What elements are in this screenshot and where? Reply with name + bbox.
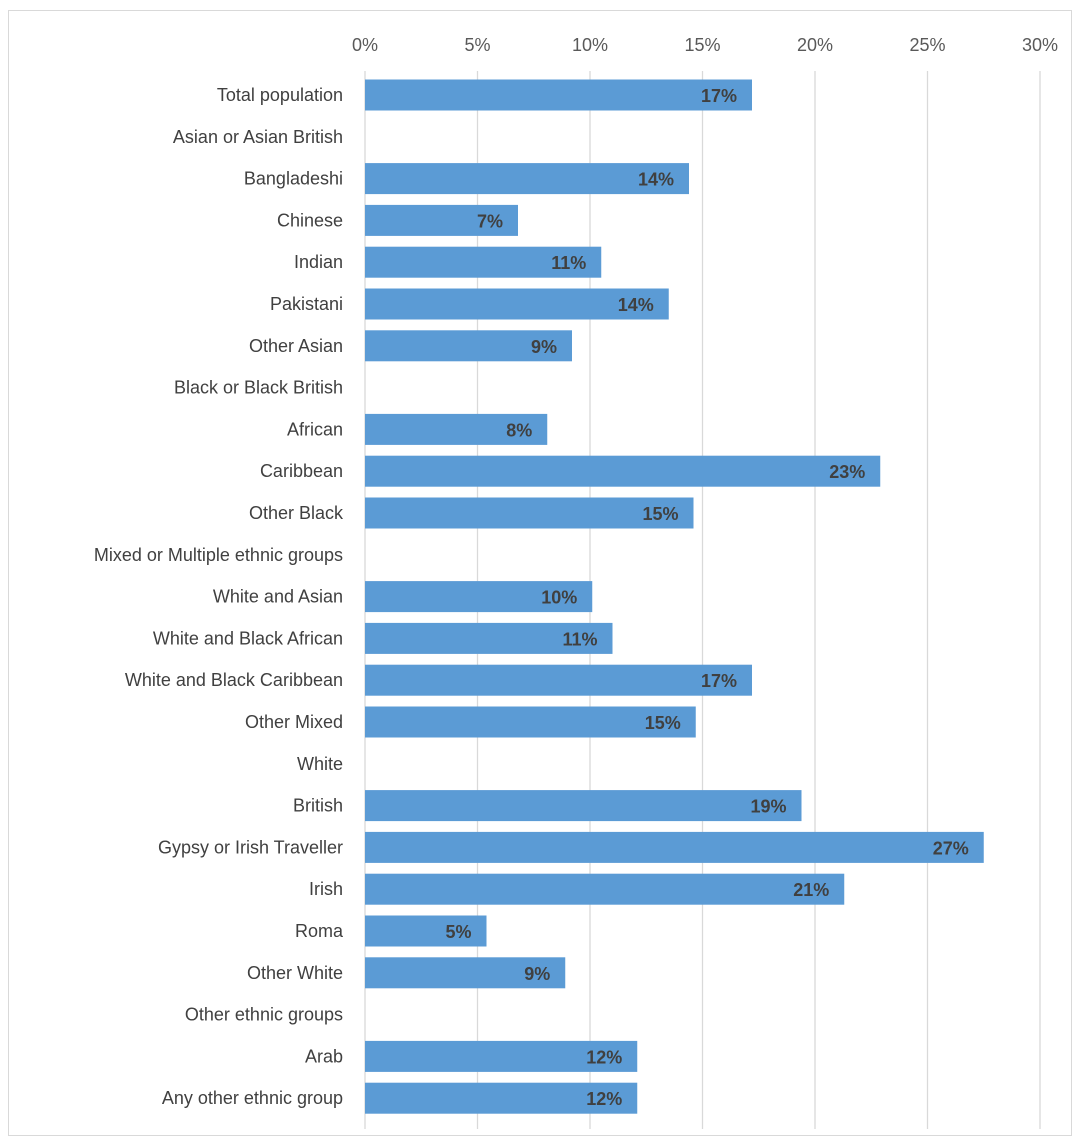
- data-label: 15%: [642, 504, 678, 524]
- category-label: Indian: [294, 252, 343, 272]
- bar: [365, 455, 881, 487]
- data-label: 11%: [562, 629, 597, 649]
- bar: [365, 664, 752, 696]
- category-label: Other Asian: [249, 336, 343, 356]
- x-tick-label: 20%: [797, 35, 833, 55]
- data-labels: 17% 14% 7% 11% 14% 9% 8% 23% 15% 10% 11% 17% 15% 19% 2…: [445, 86, 968, 1109]
- bar: [365, 288, 669, 320]
- data-label: 17%: [701, 671, 737, 691]
- bar: [365, 413, 548, 445]
- data-label: 21%: [793, 880, 829, 900]
- category-label: Other White: [247, 963, 343, 983]
- category-label: Irish: [309, 879, 343, 899]
- x-tick-label: 15%: [684, 35, 720, 55]
- category-label: Roma: [295, 921, 344, 941]
- data-label: 15%: [645, 713, 681, 733]
- bar: [365, 163, 689, 195]
- category-label: Other Mixed: [245, 712, 343, 732]
- bar: [365, 497, 694, 529]
- bar-chart: 0% 5% 10% 15% 20% 25% 30% Total population Asia…: [94, 35, 1058, 1129]
- bar: [365, 1082, 638, 1114]
- data-label: 10%: [541, 588, 577, 608]
- bars: [365, 79, 984, 1114]
- x-tick-label: 25%: [909, 35, 945, 55]
- data-label: 12%: [586, 1047, 622, 1067]
- category-label: British: [293, 796, 343, 816]
- x-axis-tick-labels: 0% 5% 10% 15% 20% 25% 30%: [352, 35, 1058, 55]
- bar: [365, 1040, 638, 1072]
- category-labels: Total population Asian or Asian British Ba…: [94, 85, 344, 1108]
- data-label: 12%: [586, 1089, 622, 1109]
- data-label: 23%: [829, 462, 865, 482]
- bar: [365, 915, 487, 947]
- bar: [365, 79, 752, 111]
- bar: [365, 957, 566, 989]
- data-label: 9%: [524, 964, 550, 984]
- data-label: 8%: [506, 420, 532, 440]
- data-label: 17%: [701, 86, 737, 106]
- category-label: White and Black African: [153, 628, 343, 648]
- x-tick-label: 10%: [572, 35, 608, 55]
- bar: [365, 873, 845, 905]
- bar: [365, 330, 572, 362]
- x-tick-label: 30%: [1022, 35, 1058, 55]
- category-label: African: [287, 419, 343, 439]
- data-label: 14%: [638, 170, 674, 190]
- chart-frame: 0% 5% 10% 15% 20% 25% 30% Total population Asia…: [8, 10, 1072, 1136]
- bar: [365, 622, 613, 654]
- data-label: 19%: [750, 797, 786, 817]
- category-label: Bangladeshi: [244, 169, 343, 189]
- category-label: Pakistani: [270, 294, 343, 314]
- bar: [365, 204, 518, 236]
- bar: [365, 246, 602, 278]
- category-label: White and Black Caribbean: [125, 670, 343, 690]
- bar: [365, 790, 802, 822]
- bar: [365, 581, 593, 613]
- data-label: 7%: [477, 211, 503, 231]
- category-label: Arab: [305, 1046, 343, 1066]
- category-label: White and Asian: [213, 587, 343, 607]
- category-label: Chinese: [277, 210, 343, 230]
- data-label: 11%: [551, 253, 586, 273]
- category-label: Mixed or Multiple ethnic groups: [94, 545, 343, 565]
- category-label: Other ethnic groups: [185, 1005, 343, 1025]
- bar: [365, 831, 984, 863]
- x-tick-label: 0%: [352, 35, 378, 55]
- category-label: Total population: [217, 85, 343, 105]
- category-label: Any other ethnic group: [162, 1088, 343, 1108]
- bar: [365, 706, 696, 738]
- x-tick-label: 5%: [464, 35, 490, 55]
- category-label: Other Black: [249, 503, 344, 523]
- data-label: 9%: [531, 337, 557, 357]
- category-label: Caribbean: [260, 461, 343, 481]
- data-label: 27%: [933, 838, 969, 858]
- category-label: Gypsy or Irish Traveller: [158, 837, 343, 857]
- category-label: White: [297, 754, 343, 774]
- data-label: 14%: [618, 295, 654, 315]
- category-label: Asian or Asian British: [173, 127, 343, 147]
- data-label: 5%: [445, 922, 471, 942]
- category-label: Black or Black British: [174, 378, 343, 398]
